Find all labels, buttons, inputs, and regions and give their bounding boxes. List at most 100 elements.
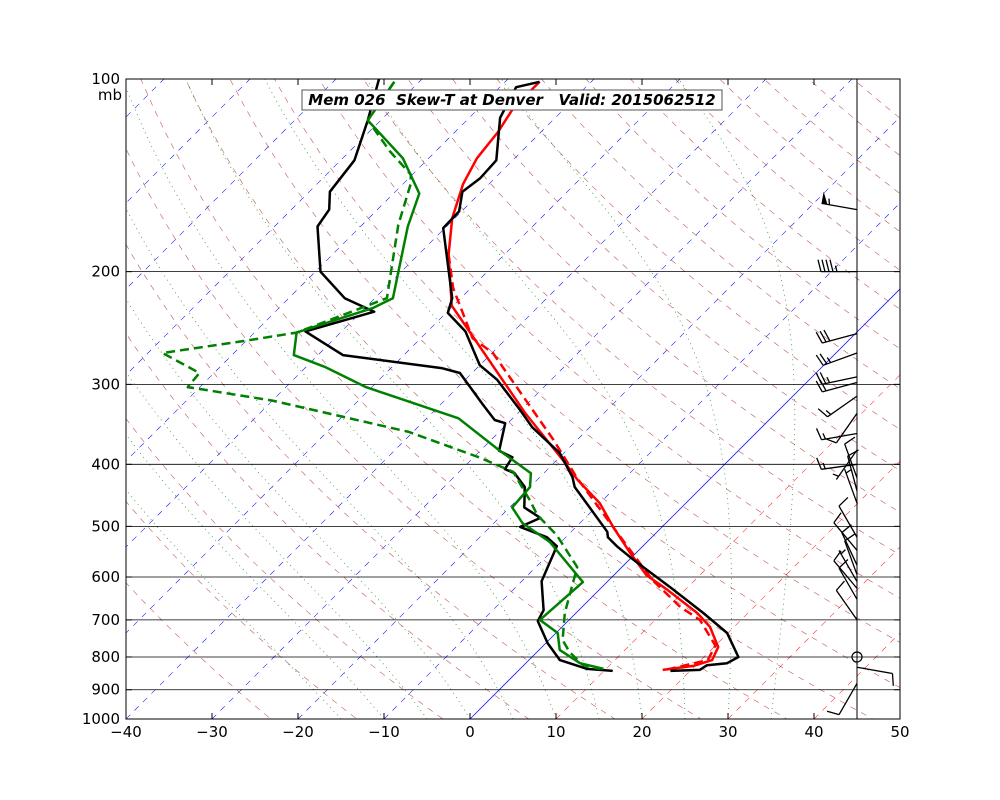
wind-barb [833,550,858,589]
wind-barb-half [845,469,852,474]
wind-barb-full [815,428,823,441]
wind-barb-staff [844,443,858,479]
wind-barb-staff [821,432,858,441]
wind-barb-staff [821,376,858,385]
profile-dewpoint-dashed [161,81,601,671]
wind-barb [856,666,894,686]
wind-barb [838,496,858,538]
wind-barb-full [823,329,831,342]
wind-barb-full [844,533,856,542]
wind-barb-staff [841,532,858,566]
wind-barb-pennant [821,191,828,205]
wind-barb [815,329,858,344]
dry-adiabat-line [452,79,900,471]
x-tick-label: 30 [718,723,737,741]
wind-barb-full [825,259,830,272]
plot-frame [125,78,901,720]
wind-barb-half [825,409,832,415]
wind-barb-staff [847,455,858,491]
wind-barb-full [817,259,822,272]
wind-barb [833,512,858,551]
x-tick-label: 50 [890,723,909,741]
wind-barb-full [826,710,840,716]
x-tick-label: 40 [804,723,823,741]
background-lines [126,79,900,719]
wind-barb-half [822,462,826,470]
dry-adiabat-line [229,79,900,688]
wind-barbs [815,191,894,716]
wind-barb-staff [821,463,858,470]
wind-barb-full [817,408,828,418]
x-tick-label: −40 [110,723,142,741]
moist-adiabat-line [264,79,643,719]
wind-barb-full [838,496,849,507]
wind-barb-full [891,673,894,686]
profile-dewpoint [292,81,604,671]
wind-barb-full [833,550,842,562]
wind-barb-staff [822,333,858,344]
moist-adiabat-line [126,207,514,719]
y-tick-label: 1000 [82,710,120,728]
wind-barb-staff [835,412,858,444]
wind-barb-half [822,433,827,440]
moist-adiabat-line [366,79,686,719]
y-tick-label: 500 [91,517,120,535]
dry-adiabat-line [274,79,900,643]
wind-barb [815,352,858,366]
profile-temperature-dashed [447,254,717,672]
wind-barb-full [844,436,856,445]
dry-adiabat-line [318,79,900,599]
wind-barb-staff [844,469,858,504]
x-tick-label: −20 [282,723,314,741]
wind-barb [826,683,858,716]
wind-barb-half [832,473,839,477]
wind-barb-full [815,380,823,393]
wind-barb-full [819,353,828,365]
wind-barb-full [838,559,849,569]
wind-barb-half [826,376,831,383]
wind-barb [838,549,858,582]
moist-adiabat-line [126,298,471,719]
wind-barb [835,580,858,621]
x-tick-label: 10 [546,723,565,741]
wind-barb-staff [833,522,858,551]
wind-barb-staff [838,550,858,582]
wind-barb-staff [838,683,858,715]
wind-barb [815,428,858,441]
wind-barb-staff [838,567,858,600]
x-tick-label: −30 [196,723,228,741]
wind-barb-staff [835,449,858,480]
wind-barb-staff [835,590,858,621]
wind-barb-full [829,259,834,272]
wind-barb [817,395,858,418]
dry-adiabat-line [407,79,900,513]
y-tick-label: 600 [91,568,120,586]
wind-barb-calm [851,651,863,663]
wind-barb-staff [822,352,858,366]
wind-barb [841,524,858,566]
wind-barb-full [815,354,824,366]
dry-adiabat-line [363,79,900,556]
wind-barb-full [815,331,823,344]
wind-barb-full [833,512,842,524]
wind-barb-full [821,259,826,272]
wind-barb [838,559,858,600]
wind-barb-full [819,372,827,384]
moist-adiabat-line [500,79,732,719]
wind-barb [816,457,858,470]
sounding-profiles [161,79,740,673]
wind-barb-staff [822,381,858,393]
dry-adiabat-line [185,79,874,719]
y-tick-label: 400 [91,455,120,473]
wind-barb-staff [844,540,858,575]
wind-barb-half [834,265,838,272]
x-tick-label: −10 [368,723,400,741]
wind-barb [821,191,858,211]
dry-adiabat-line [126,147,702,719]
dry-adiabat-line [126,418,444,719]
wind-barb-staff [856,666,893,675]
wind-barb-staff [821,202,858,211]
wind-barb-full [819,379,827,392]
wind-barb-staff [838,505,858,538]
